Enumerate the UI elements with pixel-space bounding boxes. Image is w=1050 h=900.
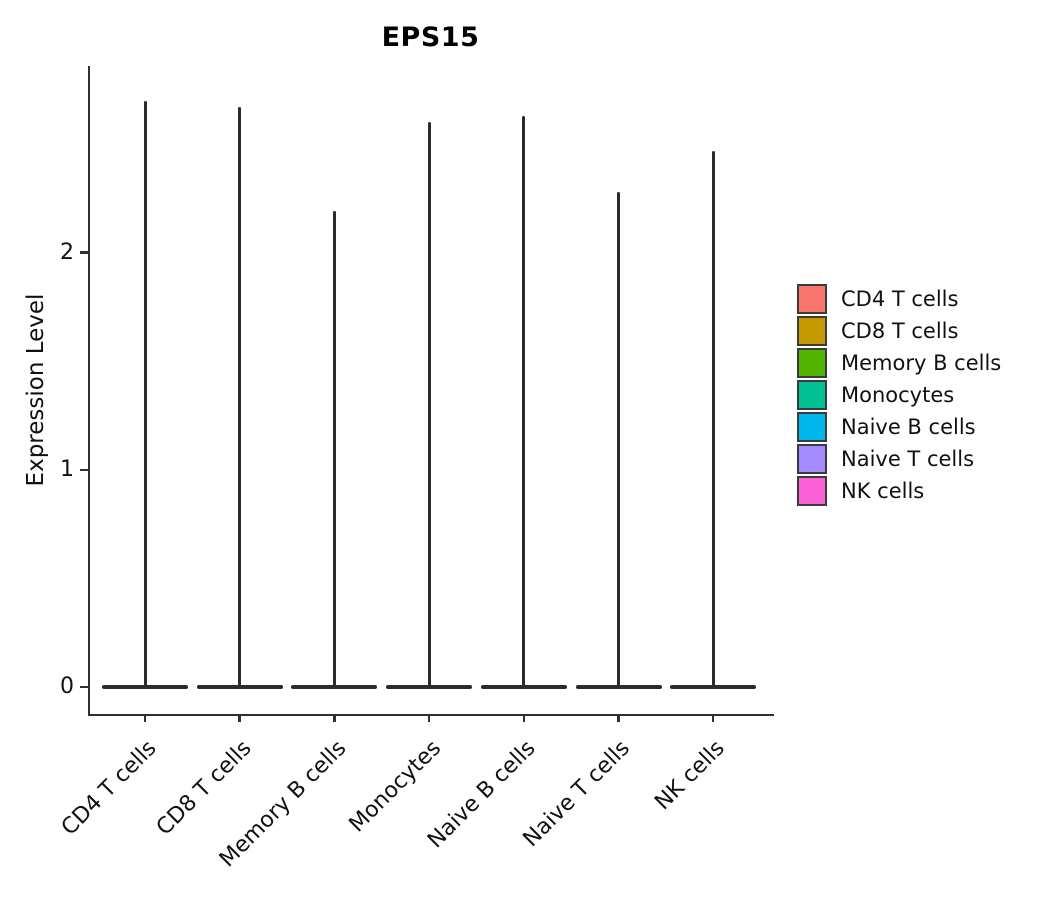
- x-axis-tick: [711, 714, 715, 722]
- plot-panel: [88, 66, 774, 716]
- legend-color-swatch: [797, 412, 827, 442]
- violin-spike: [332, 211, 336, 687]
- violin-base: [670, 684, 757, 690]
- legend-color-swatch: [797, 476, 827, 506]
- violin-spike: [522, 115, 526, 687]
- y-axis-tick-label: 0: [60, 674, 74, 699]
- legend-item: Monocytes: [797, 379, 1001, 411]
- violin-spike: [711, 150, 715, 687]
- y-axis-tick: [80, 251, 88, 254]
- legend-item: Memory B cells: [797, 347, 1001, 379]
- legend-item-label: NK cells: [841, 479, 925, 503]
- plot-title: EPS15: [381, 22, 480, 53]
- legend-item-label: Naive T cells: [841, 447, 975, 471]
- x-axis-label: CD8 T cells: [151, 735, 257, 841]
- x-axis-tick: [238, 714, 241, 722]
- legend-item-label: Naive B cells: [841, 415, 976, 439]
- x-axis-label: Monocytes: [344, 735, 446, 838]
- legend-item: Naive B cells: [797, 411, 1001, 443]
- legend-item: NK cells: [797, 475, 1001, 507]
- violin-base: [102, 684, 188, 690]
- legend-item: CD8 T cells: [797, 315, 1001, 347]
- violin-base: [291, 684, 378, 690]
- legend-color-swatch: [797, 380, 827, 410]
- legend: CD4 T cells CD8 T cells Memory B cells Mono…: [797, 283, 1001, 507]
- violin-spike: [617, 191, 620, 687]
- violin-spike: [143, 100, 147, 687]
- legend-item-label: Memory B cells: [841, 351, 1002, 375]
- y-axis-tick-label: 2: [60, 239, 74, 265]
- y-axis-tick: [80, 468, 88, 472]
- violin-spike: [238, 107, 242, 687]
- y-axis-tick-label: 1: [60, 456, 74, 482]
- violin-base: [196, 684, 283, 690]
- legend-item-label: CD8 T cells: [841, 319, 959, 343]
- violin-base: [575, 684, 662, 690]
- legend-color-swatch: [797, 284, 827, 314]
- legend-color-swatch: [797, 444, 827, 474]
- x-axis-tick: [333, 714, 336, 722]
- legend-item-label: CD4 T cells: [841, 287, 959, 311]
- x-axis-tick: [427, 714, 431, 722]
- x-axis-tick: [617, 714, 620, 722]
- violin-base: [480, 684, 567, 690]
- legend-item-label: Monocytes: [841, 383, 955, 407]
- x-axis-label: CD4 T cells: [56, 735, 162, 841]
- legend-item: Naive T cells: [797, 443, 1001, 475]
- legend-item: CD4 T cells: [797, 283, 1001, 315]
- x-axis-tick: [522, 714, 526, 722]
- violin-base: [386, 684, 473, 690]
- x-axis-tick: [143, 714, 147, 722]
- y-axis-tick: [80, 685, 88, 689]
- legend-color-swatch: [797, 348, 827, 378]
- x-axis-label: NK cells: [650, 735, 730, 816]
- legend-color-swatch: [797, 316, 827, 346]
- violin-spike: [427, 122, 431, 687]
